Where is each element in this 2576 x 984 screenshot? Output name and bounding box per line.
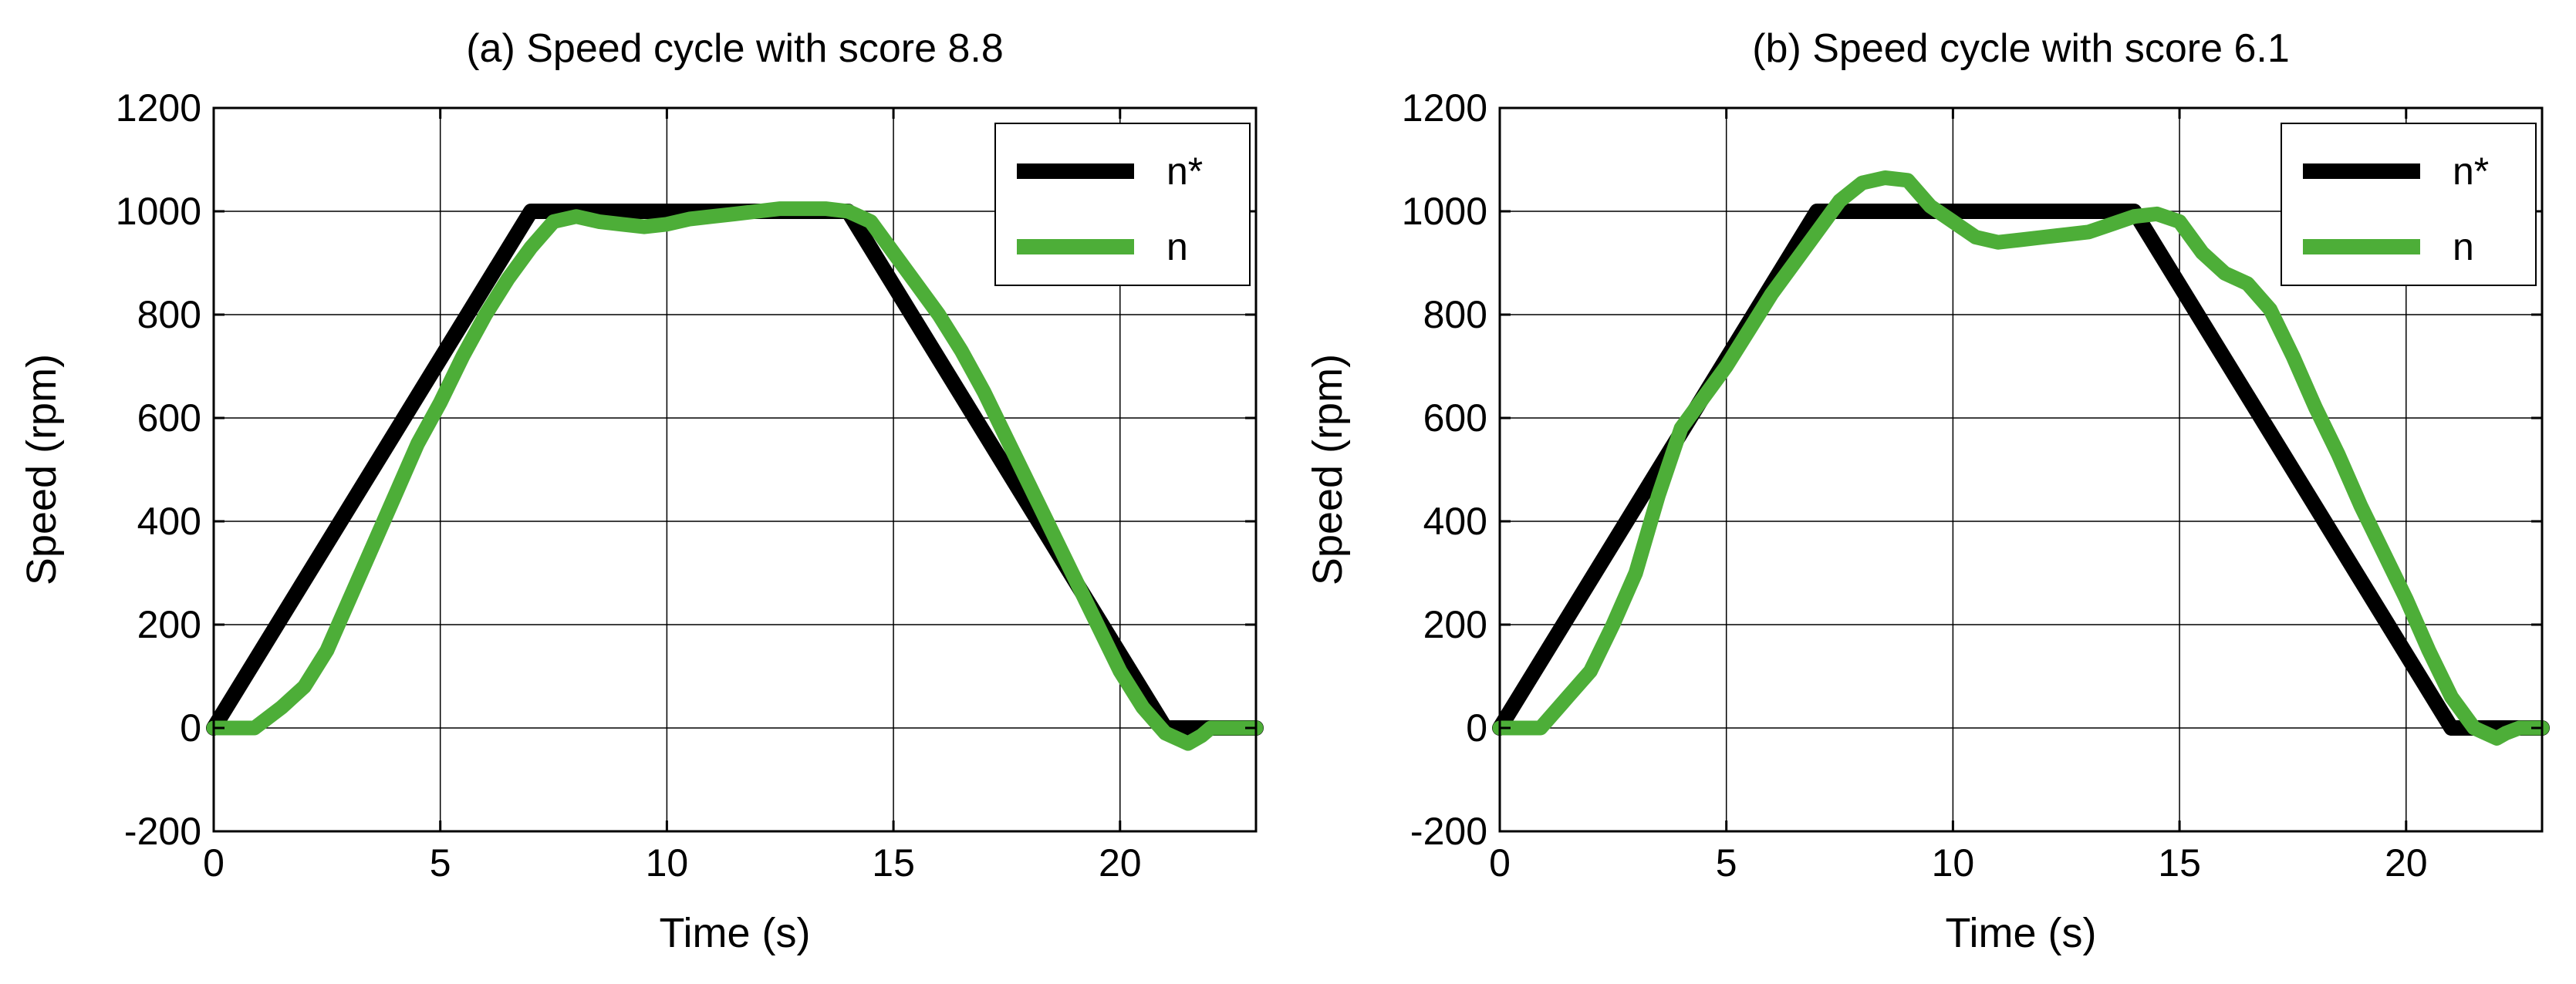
axes-box <box>1498 106 2544 833</box>
y-tick-label: 1000 <box>116 190 201 233</box>
y-tick-label: 1000 <box>1402 190 1487 233</box>
legend-box <box>994 123 1251 286</box>
legend: n* n <box>994 123 1251 286</box>
x-axis-label: Time (s) <box>1946 910 2097 956</box>
x-tick-label: 5 <box>430 841 451 885</box>
y-tick-label: 400 <box>137 500 201 543</box>
x-axis-label: Time (s) <box>660 910 811 956</box>
y-tick-label: 800 <box>137 293 201 336</box>
legend-label: n* <box>1166 150 1203 193</box>
legend: n* n <box>2281 123 2537 286</box>
y-tick-label: 200 <box>137 603 201 646</box>
y-tick-label: -200 <box>124 810 201 853</box>
y-tick-label: 1200 <box>116 86 201 130</box>
legend-label: n <box>2453 225 2474 268</box>
chart-title: (a) Speed cycle with score 8.8 <box>466 26 1004 71</box>
y-tick-label: 0 <box>180 706 201 750</box>
y-axis-label: Speed (rpm) <box>19 354 65 585</box>
y-tick-label: 1200 <box>1402 86 1487 130</box>
legend-label: n* <box>2453 150 2489 193</box>
x-tick-label: 5 <box>1716 841 1737 885</box>
y-tick-label: 600 <box>137 396 201 440</box>
x-tick-label: 0 <box>203 841 225 885</box>
y-tick-label: 200 <box>1423 603 1487 646</box>
x-tick-label: 20 <box>2385 841 2428 885</box>
series-line-n <box>1492 170 2550 746</box>
legend-label: n <box>1166 225 1188 268</box>
axes-box <box>212 106 1258 833</box>
y-axis-label: Speed (rpm) <box>1305 354 1351 585</box>
y-tick-label: 600 <box>1423 396 1487 440</box>
series-line-n <box>206 201 1264 751</box>
x-tick-label: 15 <box>2158 841 2201 885</box>
legend-box <box>2281 123 2537 286</box>
y-tick-label: -200 <box>1410 810 1487 853</box>
x-tick-label: 15 <box>872 841 915 885</box>
x-tick-label: 10 <box>1932 841 1975 885</box>
y-tick-label: 800 <box>1423 293 1487 336</box>
x-tick-label: 10 <box>646 841 689 885</box>
x-tick-label: 20 <box>1099 841 1142 885</box>
y-tick-label: 400 <box>1423 500 1487 543</box>
x-tick-label: 0 <box>1489 841 1511 885</box>
chart-title: (b) Speed cycle with score 6.1 <box>1752 26 2290 71</box>
y-tick-label: 0 <box>1466 706 1487 750</box>
